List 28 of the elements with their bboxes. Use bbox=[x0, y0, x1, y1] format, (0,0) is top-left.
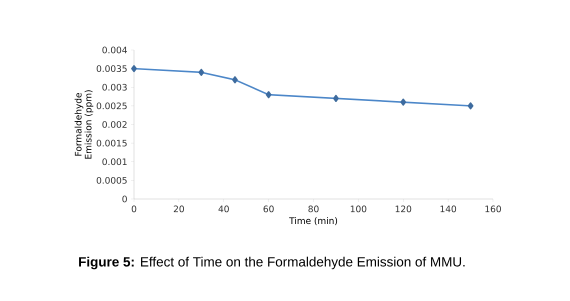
y-tick-label: 0.003 bbox=[102, 84, 127, 91]
x-tick-label: 120 bbox=[396, 206, 412, 212]
y-tick-label: 0.001 bbox=[102, 158, 127, 166]
y-axis-title: Formaldehyde Emission (ppm) bbox=[74, 90, 94, 159]
x-tick-label: 100 bbox=[350, 206, 366, 212]
x-tick-label: 160 bbox=[485, 206, 501, 212]
point bbox=[333, 94, 339, 102]
x-tick-label: 140 bbox=[440, 206, 456, 212]
point bbox=[400, 98, 406, 106]
x-tick-label: 60 bbox=[264, 206, 274, 212]
point bbox=[232, 76, 238, 84]
y-tick-label: 0.004 bbox=[102, 46, 127, 54]
y-tick-label: 0 bbox=[122, 196, 127, 202]
point bbox=[266, 91, 272, 98]
text: Figure 5: Effect of Time on the Formaldehyde Emission of MMU. bbox=[79, 256, 465, 270]
y-tick-label: 0.0035 bbox=[96, 65, 127, 72]
y-tick-label: 0.002 bbox=[102, 121, 127, 128]
x-tick-label: 20 bbox=[174, 206, 184, 212]
y-tick-label: 0.0015 bbox=[96, 140, 127, 147]
point bbox=[131, 65, 137, 72]
x-tick-label: 0 bbox=[132, 206, 136, 212]
x-tick-label: 80 bbox=[308, 206, 319, 212]
y-tick-label: 0.0005 bbox=[96, 176, 127, 184]
point bbox=[468, 102, 474, 110]
x-tick-label: 40 bbox=[218, 206, 229, 212]
y-tick-label: 0.0025 bbox=[96, 102, 127, 110]
point bbox=[198, 68, 204, 76]
x-axis-title: Time (min) bbox=[289, 217, 338, 226]
